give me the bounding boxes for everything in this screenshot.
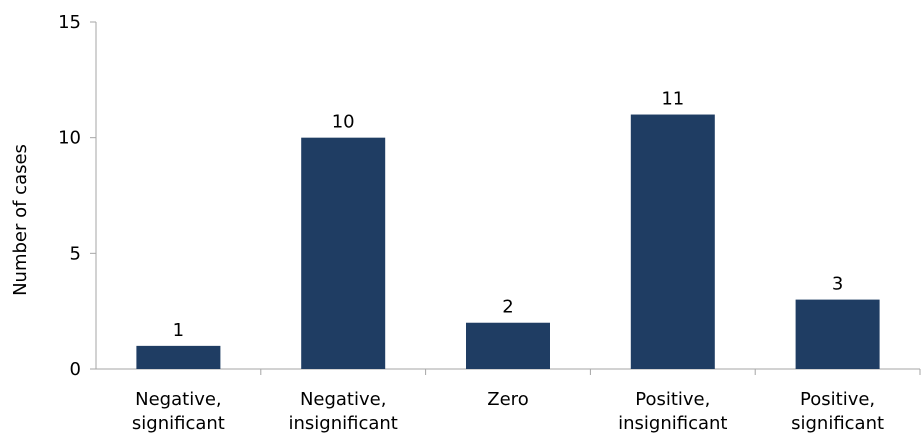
- x-tick-label: Negative,: [135, 389, 222, 410]
- bar-data-label: 11: [661, 89, 684, 110]
- bar-data-label: 2: [502, 297, 513, 318]
- axes: 0 5 10 15: [58, 12, 921, 380]
- bar: [136, 345, 221, 369]
- x-tick-label: significant: [791, 413, 884, 434]
- labels: 1 Negative, significant 10 Negative, insignif…: [132, 89, 884, 434]
- y-tick-label: 0: [70, 359, 81, 380]
- x-tick-label: significant: [132, 413, 225, 434]
- x-tick-label: Positive,: [635, 389, 710, 410]
- bar: [301, 137, 386, 369]
- y-axis-title-group: Number of cases: [10, 144, 31, 296]
- y-tick-label: 10: [58, 128, 81, 149]
- bar-data-label: 1: [173, 320, 184, 341]
- y-tick-label: 5: [70, 243, 81, 264]
- bar: [630, 114, 715, 370]
- x-tick-label: Positive,: [800, 389, 875, 410]
- x-tick-label: insignificant: [618, 413, 727, 434]
- bar-data-label: 3: [832, 274, 843, 295]
- bars: [136, 114, 880, 370]
- y-axis-title: Number of cases: [10, 144, 31, 296]
- bar: [466, 322, 550, 369]
- x-tick-label: Negative,: [300, 389, 387, 410]
- bar-data-label: 10: [332, 112, 355, 133]
- y-tick-label: 15: [58, 12, 81, 33]
- x-tick-label: insignificant: [289, 413, 398, 434]
- x-tick-label: Zero: [487, 389, 528, 410]
- bar: [795, 299, 880, 369]
